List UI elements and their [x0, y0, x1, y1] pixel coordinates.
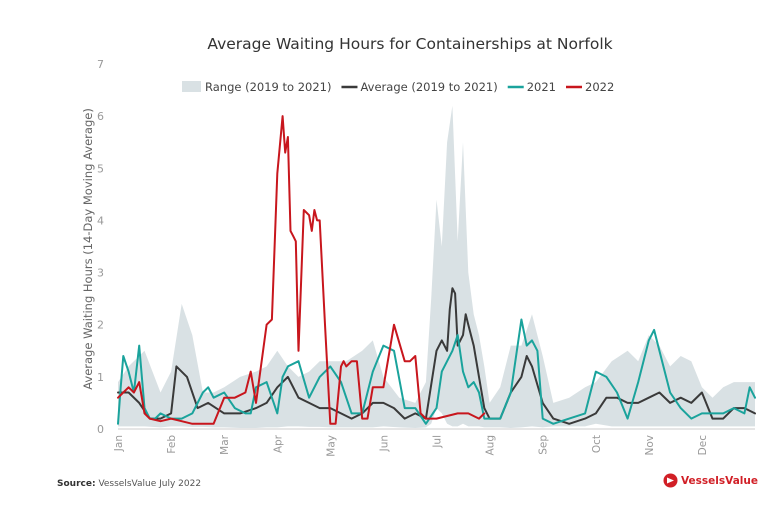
brand-name: VesselsValue	[681, 474, 758, 487]
legend-2021: 2021	[507, 80, 556, 94]
x-tick-label: Nov	[644, 435, 656, 456]
legend-2022: 2022	[566, 80, 614, 94]
source-label: Source:	[57, 479, 96, 489]
legend-swatch	[182, 81, 201, 92]
y-tick-label: 1	[97, 371, 104, 384]
x-tick-label: Jan	[113, 435, 125, 452]
x-tick-label: Mar	[219, 434, 231, 454]
source-text: VesselsValue July 2022	[98, 479, 202, 489]
x-tick-label: Dec	[697, 435, 709, 456]
legend-label: Range (2019 to 2021)	[205, 80, 331, 94]
legend-average: Average (2019 to 2021)	[341, 80, 498, 94]
x-tick-label: Feb	[166, 435, 178, 454]
x-tick-label: Jul	[432, 435, 444, 449]
y-tick-label: 7	[97, 58, 104, 71]
brand-logo: VesselsValue	[663, 473, 758, 488]
x-tick-label: Aug	[485, 435, 497, 456]
source-note: Source: VesselsValue July 2022	[57, 479, 201, 489]
legend-label: Average (2019 to 2021)	[360, 80, 497, 94]
range-band	[118, 105, 755, 428]
x-tick-label: Sep	[538, 435, 550, 455]
chart-title: Average Waiting Hours for Containerships…	[207, 35, 612, 53]
brand-mark-icon	[663, 473, 678, 488]
x-tick-label: Oct	[591, 435, 603, 453]
line-2022	[117, 115, 486, 425]
legend-label: 2021	[527, 80, 556, 94]
y-tick-label: 5	[97, 162, 104, 175]
legend-range: Range (2019 to 2021)	[182, 80, 331, 94]
y-tick-label: 6	[97, 110, 104, 123]
x-tick-label: May	[325, 435, 337, 457]
x-tick-label: Jun	[378, 435, 390, 452]
y-tick-label: 4	[97, 214, 104, 227]
y-tick-label: 2	[97, 319, 104, 332]
legend-label: 2022	[585, 80, 614, 94]
y-axis-label: Average Waiting Hours (14-Day Moving Ave…	[81, 108, 95, 390]
line-2021	[117, 318, 756, 425]
y-tick-label: 3	[97, 267, 104, 280]
x-tick-label: Apr	[272, 434, 284, 453]
y-tick-label: 0	[97, 423, 104, 436]
